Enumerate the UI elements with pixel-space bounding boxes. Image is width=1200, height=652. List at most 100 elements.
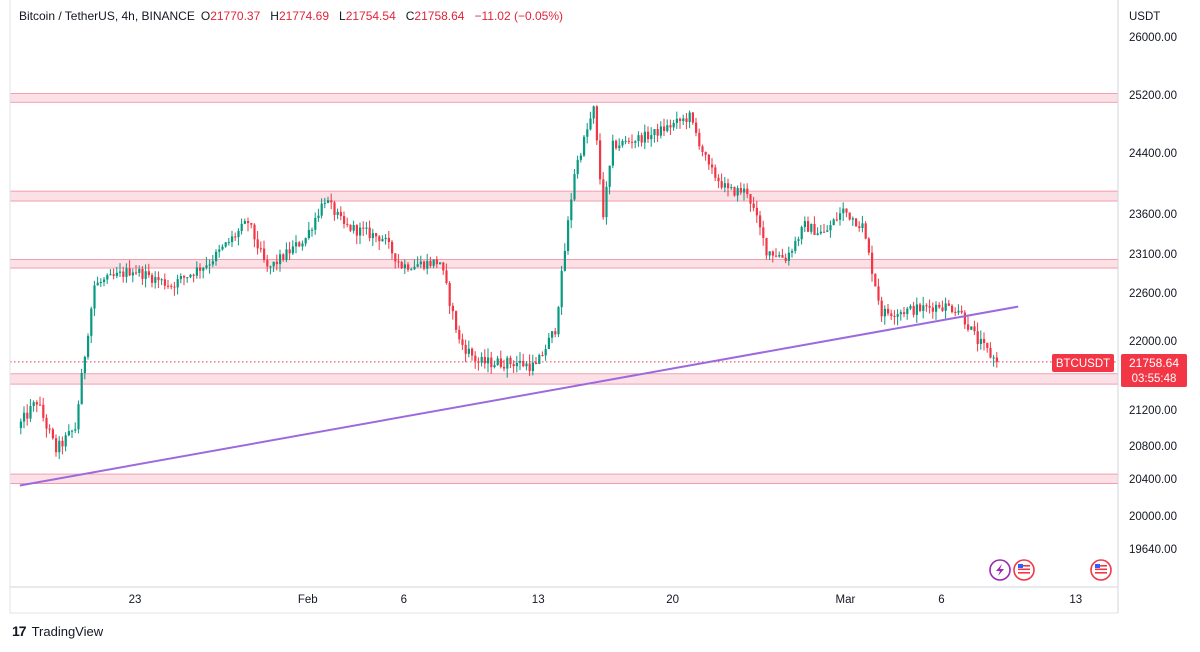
candle [80,368,83,405]
candle [656,123,659,142]
ohlc-legend: Bitcoin / TetherUS, 4h, BINANCE O21770.3… [19,9,567,23]
time-tick-label: 6 [938,594,944,606]
candle [951,304,954,314]
candle [141,266,144,285]
candle [26,404,29,426]
candle [496,355,499,366]
candle [202,266,205,279]
candle [858,221,861,232]
candle [839,207,842,226]
price-axis[interactable]: USDT 26000.00 25200.00 24400.00 23600.00 231… [1129,11,1177,556]
candle [231,230,234,248]
candle [218,244,221,258]
candle [720,173,723,190]
candle [423,260,426,271]
us-flag-icon[interactable] [1013,559,1035,581]
candle [285,242,288,263]
candle [746,183,749,199]
candle [749,193,752,212]
candle [579,152,582,163]
candle [509,355,512,369]
candle [74,422,77,434]
price-tick-label: 23100.00 [1129,249,1177,261]
candle [743,183,746,201]
trendlines[interactable] [19,305,1019,487]
candle [819,224,822,235]
candle [960,305,963,315]
candle [323,197,326,209]
candle [275,254,278,271]
candle [263,240,266,263]
candle [272,261,275,272]
candle [563,243,566,272]
candle [880,296,883,322]
candle [32,400,35,412]
candle [733,186,736,197]
candle [365,221,368,235]
candle [99,278,102,288]
price-axis-currency: USDT [1129,11,1160,23]
candle [704,151,707,161]
candle [928,299,931,314]
candle [224,242,227,248]
high-value: 21774.69 [278,9,329,23]
candle [986,342,989,353]
candle [631,134,634,149]
candle [397,254,400,268]
candle [167,279,170,289]
candle [154,271,157,289]
trendline[interactable] [19,305,1019,487]
flash-icon[interactable] [989,559,1011,581]
candle [759,210,762,236]
candle [627,137,630,144]
candle [378,235,381,250]
candle [919,302,922,313]
candle [451,302,454,320]
candle [355,224,358,245]
candle [317,208,320,222]
resistance-zone[interactable] [9,190,1119,202]
candle [887,303,890,316]
candle [800,225,803,245]
candle [560,265,563,315]
candle [931,302,934,319]
candle [592,105,595,124]
candle [221,244,224,251]
symbol-title[interactable]: Bitcoin / TetherUS, 4h, BINANCE [19,9,195,23]
candle [208,259,211,274]
us-flag-icon[interactable] [1090,559,1112,581]
resistance-zone[interactable] [9,93,1119,103]
candle [122,266,125,283]
footer-brand[interactable]: 17 TradingView [12,623,103,639]
candle [832,218,835,226]
candle [487,348,490,373]
candle [35,400,38,413]
candle [368,220,371,242]
candle [675,111,678,129]
candle [752,196,755,212]
candle [112,268,115,280]
candle [519,352,522,371]
candle [765,237,768,260]
candle [227,237,230,246]
candle [147,263,150,278]
candle [797,236,800,247]
candle [448,281,451,315]
candle [55,434,58,457]
candle [186,277,189,283]
resistance-zone[interactable] [9,373,1119,385]
candle [413,259,416,271]
candle [995,352,998,368]
tradingview-logo-icon: 17 [12,623,27,639]
time-axis[interactable]: 23 Feb 6 13 20 Mar 6 13 [129,594,1083,606]
time-tick-label: 13 [532,594,545,606]
resistance-zone[interactable] [9,473,1119,485]
candle [778,251,781,258]
candle [410,267,413,271]
candle [599,133,602,185]
candle [240,218,243,235]
candle [432,259,435,269]
candle [291,240,294,256]
